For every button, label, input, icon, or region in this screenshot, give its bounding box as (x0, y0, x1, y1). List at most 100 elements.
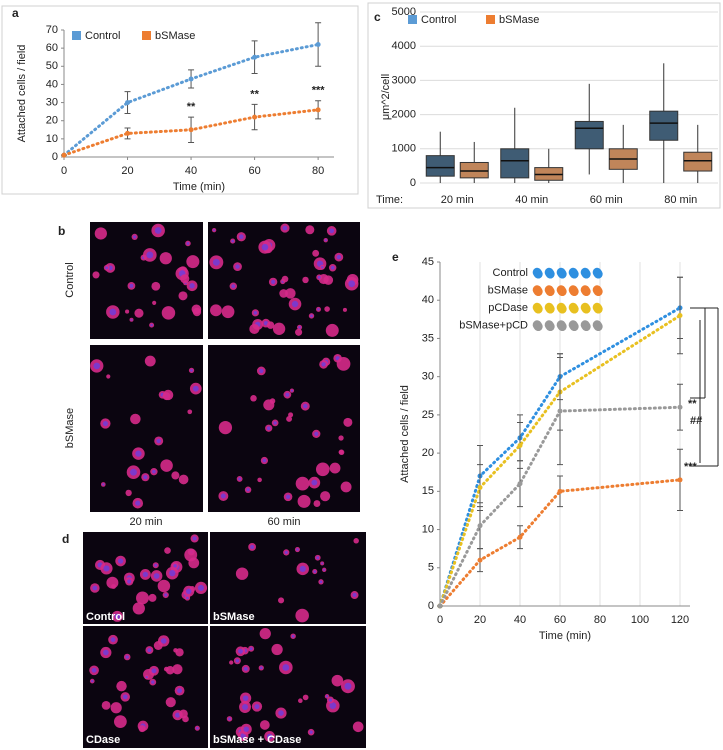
legend-icon (556, 267, 567, 279)
cell-nucleus (189, 283, 195, 289)
legend-label: Control (493, 267, 528, 279)
cell-nucleus (344, 682, 352, 690)
cell-nucleus (311, 479, 318, 486)
legend-icon (556, 320, 567, 332)
cell-nucleus (135, 500, 141, 506)
legend-icon (580, 320, 591, 332)
y-axis-label: Attached cells / field (399, 385, 411, 483)
box (683, 151, 713, 172)
cell-nucleus (238, 477, 242, 481)
cell (125, 309, 130, 314)
x-tick-label: 0 (437, 614, 443, 626)
legend-icon (592, 285, 603, 297)
data-point (517, 534, 523, 540)
cell-nucleus (130, 468, 137, 476)
x-tick-label: 20 (474, 614, 486, 626)
data-point (252, 114, 258, 120)
cell-nucleus (231, 239, 234, 243)
cell-nucleus (266, 426, 271, 431)
data-point (188, 127, 194, 133)
cell (159, 252, 172, 265)
legend-icon (580, 267, 591, 279)
cell-nucleus (212, 258, 220, 266)
cell-nucleus (282, 664, 290, 671)
cell (110, 702, 122, 714)
cell-nucleus (150, 323, 153, 327)
data-point (61, 152, 67, 158)
y-tick-label: 45 (422, 256, 434, 268)
y-axis-label: Attached cells / field (16, 45, 28, 143)
cell-nucleus (246, 488, 250, 492)
legend-icon (568, 285, 579, 297)
cell-nucleus (316, 556, 320, 560)
cell-nucleus (153, 573, 160, 579)
cell-nucleus (310, 314, 313, 318)
cell-nucleus (102, 420, 108, 427)
cell (165, 697, 176, 708)
cell (272, 322, 286, 335)
cell (113, 715, 127, 729)
panel-label: a (12, 6, 19, 20)
cell-nucleus (314, 431, 319, 436)
cell-nucleus (151, 680, 155, 684)
cell (164, 547, 171, 554)
cell (263, 399, 275, 411)
micrograph (210, 532, 366, 624)
column-label: 20 min (129, 516, 162, 528)
cell-nucleus (298, 326, 301, 329)
cell-nucleus (324, 239, 327, 242)
x-axis-label: Time: (376, 194, 403, 206)
x-tick-label: 20 (121, 165, 133, 177)
x-tick-label: 40 min (515, 194, 548, 206)
x-tick-label: 100 (631, 614, 649, 626)
legend-swatch (72, 31, 81, 40)
data-point (315, 107, 321, 113)
cell (325, 323, 339, 337)
cell-nucleus (213, 229, 216, 232)
cell-nucleus (321, 265, 324, 269)
cell (229, 660, 234, 665)
cell (259, 627, 271, 640)
cell (324, 306, 330, 312)
cell-nucleus (240, 733, 246, 739)
cell (235, 567, 249, 580)
cell-nucleus (110, 637, 116, 643)
legend-label: bSMase (155, 30, 195, 42)
data-point (517, 481, 523, 487)
y-tick-label: 5 (428, 562, 434, 574)
cell-nucleus (317, 308, 320, 311)
panel-label: e (392, 250, 399, 264)
cell (186, 255, 200, 269)
data-point (517, 442, 523, 448)
data-point (477, 523, 483, 529)
cell (136, 591, 149, 605)
cell-nucleus (133, 235, 137, 239)
cell-nucleus (125, 655, 129, 659)
cell-nucleus (220, 493, 226, 499)
image-caption: bSMase (213, 611, 255, 623)
legend-swatch (486, 15, 495, 24)
cell-nucleus (321, 362, 326, 367)
legend-label: bSMase (499, 14, 539, 26)
cell (329, 462, 341, 474)
x-tick-label: 20 min (441, 194, 474, 206)
cell-nucleus (242, 704, 248, 710)
y-tick-label: 25 (422, 409, 434, 421)
cell-nucleus (127, 579, 132, 584)
cell (336, 357, 351, 371)
row-label: Control (64, 262, 76, 297)
cell-nucleus (160, 638, 167, 644)
cell (178, 291, 188, 301)
legend-icon (544, 267, 555, 279)
cell (295, 476, 310, 491)
cell-nucleus (317, 275, 321, 279)
cell (152, 300, 157, 305)
cell-nucleus (164, 593, 168, 597)
image-caption: bSMase + CDase (213, 734, 301, 746)
annotation: *** (312, 85, 326, 97)
cell (130, 413, 141, 425)
cell-nucleus (243, 666, 248, 671)
cell (125, 489, 132, 497)
cell-nucleus (186, 242, 190, 245)
